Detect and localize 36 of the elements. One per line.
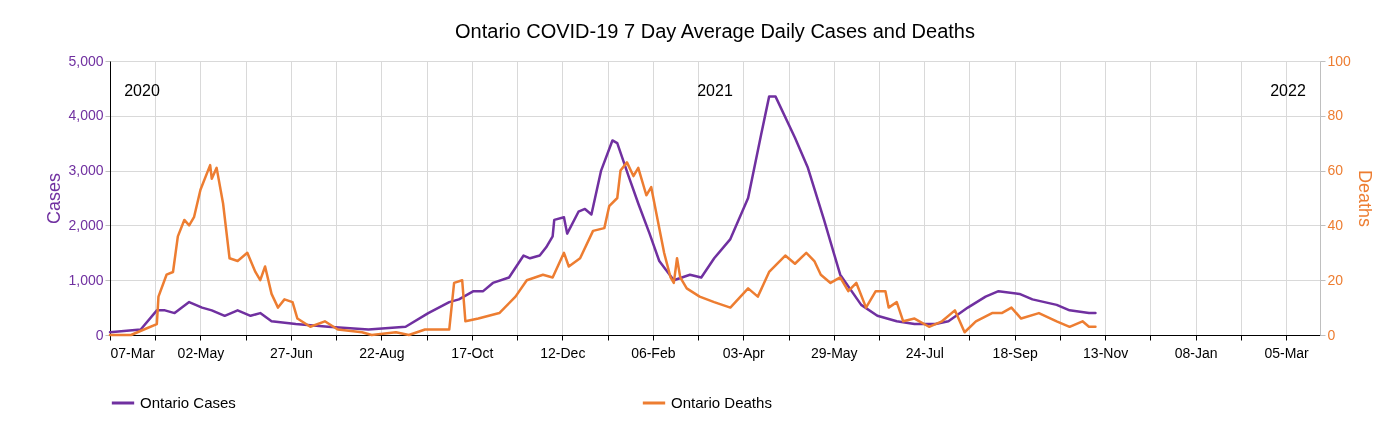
y-tick-label: 0 [95,326,104,343]
annotation: 2020 [124,82,160,99]
y2-tick-label: 100 [1327,52,1352,69]
x-tick-label: 03-Apr [722,344,766,361]
y-tick-label: 5,000 [68,52,104,69]
x-tick-label: 17-Oct [451,344,494,361]
x-tick-label: 12-Dec [540,344,586,361]
x-tick-label: 27-Jun [270,344,313,361]
x-tick-label: 06-Feb [631,344,676,361]
chart-title: Ontario COVID-19 7 Day Average Daily Cases and Deaths [455,20,975,42]
annotation: 2022 [1270,82,1306,99]
y2-tick-label: 80 [1327,107,1344,124]
legend-label: Ontario Cases [140,394,236,411]
y-axis-title: Cases [44,172,65,225]
y2-tick-label: 0 [1327,326,1336,343]
y2-axis-title: Deaths [1354,169,1375,228]
line-series [108,95,1097,334]
x-tick-label: 07-Mar [110,344,156,361]
y2-tick-label: 40 [1327,216,1344,233]
annotation: 2021 [697,82,733,99]
x-tick-label: 29-May [810,344,858,361]
x-tick-label: 05-Mar [1264,344,1310,361]
y-tick-label: 2,000 [68,216,104,233]
x-tick-label: 02-May [177,344,225,361]
y-tick-label: 3,000 [68,162,104,179]
y2-tick-label: 60 [1327,162,1344,179]
y-tick-label: 1,000 [68,271,104,288]
line-series [108,161,1097,337]
legend-label: Ontario Deaths [671,394,772,411]
y-tick-label: 4,000 [68,107,104,124]
x-tick-label: 24-Jul [905,344,944,361]
x-tick-label: 22-Aug [359,344,405,361]
x-tick-label: 08-Jan [1174,344,1218,361]
x-tick-label: 18-Sep [992,344,1038,361]
y2-tick-label: 20 [1327,271,1344,288]
x-tick-label: 13-Nov [1083,344,1129,361]
